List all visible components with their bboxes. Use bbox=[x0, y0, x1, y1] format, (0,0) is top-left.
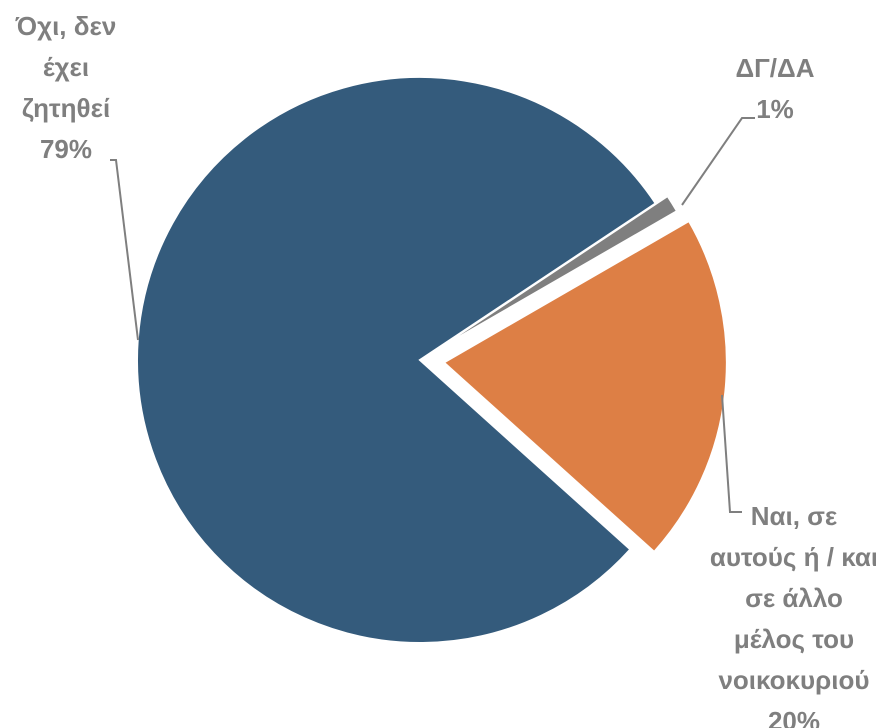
pie-slice bbox=[431, 194, 679, 354]
value-label: 20% bbox=[767, 706, 821, 728]
slice-label: Ναι, σε αυτούς ή / και σε άλλο μέλος του… bbox=[706, 496, 876, 728]
category-label: Όχι, δεν έχει ζητηθεί bbox=[15, 11, 117, 123]
category-label: ΔΓ/ΔΑ bbox=[735, 53, 815, 83]
leader-line bbox=[110, 159, 139, 341]
leader-line bbox=[681, 117, 755, 206]
pie-slice bbox=[442, 219, 728, 554]
slice-label: ΔΓ/ΔΑ 1% bbox=[710, 48, 840, 130]
value-label: 1% bbox=[756, 94, 794, 124]
category-label: Ναι, σε αυτούς ή / και σε άλλο μέλος του… bbox=[709, 501, 876, 695]
leader-line bbox=[721, 394, 742, 513]
value-label: 79% bbox=[39, 134, 93, 164]
slice-label: Όχι, δεν έχει ζητηθεί 79% bbox=[0, 6, 132, 170]
